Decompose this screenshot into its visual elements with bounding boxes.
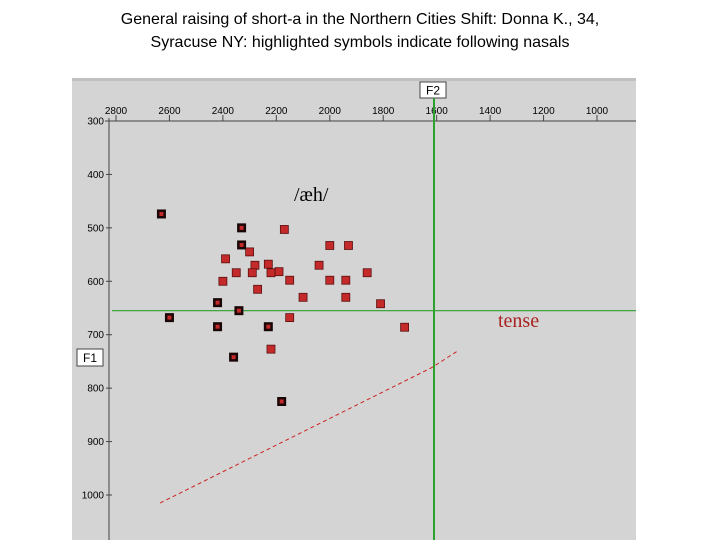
oral-point	[218, 276, 228, 286]
x-tick-label: 2200	[265, 106, 288, 117]
oral-point	[376, 299, 385, 309]
y-tick-label: 800	[87, 384, 104, 395]
oral-point	[341, 292, 351, 302]
oral-point	[285, 275, 295, 285]
oral-point	[314, 260, 324, 270]
x-tick-label: 1000	[586, 106, 609, 117]
x-tick-group: 2800 2600 2400 2200 2000 1800 1600 1400 1200 1000	[105, 106, 609, 121]
oral-point	[344, 241, 353, 250]
f1-axis-label-box: F1	[76, 348, 104, 367]
oral-point	[285, 313, 295, 323]
oral-point	[250, 260, 260, 270]
nasal-point-center	[159, 211, 164, 216]
f2-axis-label-box: F2	[419, 81, 447, 99]
nasal-point-center	[215, 324, 220, 329]
nasal-point-center	[236, 308, 241, 313]
oral-point	[298, 292, 308, 302]
oral-point	[362, 268, 372, 278]
x-tick-label: 1600	[426, 106, 449, 117]
oral-point	[247, 268, 257, 278]
oral-point	[341, 275, 351, 285]
y-tick-label: 700	[87, 330, 104, 341]
data-points	[156, 209, 410, 406]
f1-axis-label: F1	[83, 351, 97, 365]
plot-panel-top-edge	[72, 78, 636, 81]
oral-point	[325, 275, 335, 285]
oral-point	[253, 284, 263, 294]
nasal-point-center	[266, 324, 271, 329]
oral-point	[279, 225, 289, 234]
chart-title-line-2: Syracuse NY: highlighted symbols indicat…	[150, 34, 570, 51]
oral-point	[221, 254, 230, 264]
y-tick-label: 500	[87, 223, 104, 234]
y-tick-label: 1000	[82, 491, 105, 502]
plot-panel	[72, 78, 636, 540]
oral-point	[245, 247, 255, 257]
chart-title: General raising of short-a in the Northe…	[40, 8, 680, 54]
oral-point	[325, 241, 335, 250]
x-tick-label: 2400	[212, 106, 235, 117]
x-tick-label: 1800	[372, 106, 395, 117]
oral-point	[274, 267, 284, 277]
nasal-point-center	[167, 315, 172, 320]
x-tick-label: 1200	[532, 106, 555, 117]
x-tick-label: 2600	[158, 106, 181, 117]
tense-label: tense	[498, 310, 539, 332]
vowel-label: /æh/	[294, 184, 329, 206]
nasal-point-center	[239, 225, 244, 230]
oral-point	[266, 268, 276, 278]
oral-point	[263, 259, 273, 269]
oral-point	[400, 322, 410, 332]
tense-boundary-line	[159, 350, 459, 504]
nasal-point-center	[239, 242, 244, 247]
y-tick-label: 400	[87, 170, 104, 181]
x-tick-label: 2000	[319, 106, 342, 117]
nasal-point-center	[279, 399, 284, 404]
oral-point	[231, 268, 241, 278]
x-tick-label: 2800	[105, 106, 128, 117]
oral-point	[266, 344, 276, 354]
nasal-point-center	[215, 300, 220, 305]
nasal-point-center	[231, 355, 236, 360]
y-tick-label: 300	[87, 117, 104, 128]
x-tick-label: 1400	[479, 106, 502, 117]
chart-title-line-1: General raising of short-a in the Northe…	[120, 11, 600, 28]
f2-axis-label: F2	[426, 84, 440, 98]
y-tick-group: 300 400 500 600 700 800 900 1000	[82, 117, 112, 502]
y-tick-label: 600	[87, 277, 104, 288]
y-tick-label: 900	[87, 437, 104, 448]
